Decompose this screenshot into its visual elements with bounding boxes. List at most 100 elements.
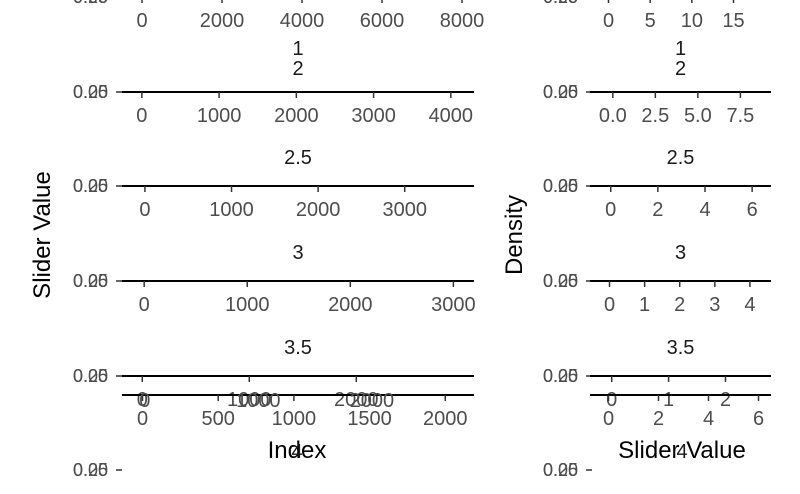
left-overlay-tick-label: 1000 [236,390,281,412]
left-x-tick-label: 6000 [360,10,405,32]
right-x-tick-label: 2 [652,199,663,221]
left-y-tick-label: 0.00 [73,271,108,291]
left-y-tick-label: 0.00 [73,460,108,480]
right-strip-label: 3 [675,242,686,264]
right-strip-label: 3.5 [667,337,695,359]
left-y-tick-label: 0.00 [73,366,108,386]
left-y-tick-label: 0.00 [73,82,108,102]
right-y-tick-label: 0.00 [543,176,578,196]
left-y-axis-title: Slider Value [29,171,56,299]
left-x-tick-label: 4000 [280,10,325,32]
left-x-tick-label: 0 [136,10,147,32]
left-strip-label: 3 [292,242,303,264]
right-x-tick-label: 0 [606,389,617,411]
left-x-tick-label: 3000 [382,199,427,221]
right-x-tick-label: 4 [703,408,714,430]
right-x-tick-label: 0 [605,199,616,221]
left-x-tick-label: 1500 [347,408,392,430]
right-x-tick-label: 6 [747,199,758,221]
right-panel-4: 3 0.000.25 0 1 2 3 4 [543,242,771,316]
right-x-tick-label: 7.5 [726,105,754,127]
left-panel-2: 12 0.000.25 0 1000 2000 3000 4000 [73,38,474,127]
left-x-tick-label: 0 [139,199,150,221]
right-x-tick-label: 1 [639,294,650,316]
right-y-tick-label: 0.25 [543,176,578,196]
left-x-tick-label: 1000 [225,294,270,316]
right-y-tick-label: 0.00 [543,0,578,7]
right-x-tick-label: 2 [674,294,685,316]
left-x-tick-label: 4000 [429,105,474,127]
right-x-tick-label: 3 [709,294,720,316]
left-x-tick-label: 500 [202,408,235,430]
right-panel-1: 0.000.25 0 5 10 15 [543,0,745,32]
left-strip-label: 2 [292,58,303,80]
left-x-tick-label: 3000 [351,105,396,127]
left-overlay-tick-label: 2000 [350,390,395,412]
right-panel-2: 12 0.000.25 0.0 2.5 5.0 7.5 [543,38,771,127]
left-panel-3: 2.5 0.000.25 0 1000 2000 3000 [73,147,474,221]
right-x-tick-label: 6 [753,408,764,430]
right-y-tick-label: 0.25 [543,271,578,291]
right-x-tick-label: 2 [720,389,731,411]
right-y-tick-label: 0.25 [543,460,578,480]
right-bottom-strip-label: 4 [676,441,687,463]
panel-group: 0.000.2502000400060008000120.000.2501000… [73,0,771,480]
right-x-tick-label: 10 [681,10,703,32]
right-x-tick-label: 1 [663,389,674,411]
left-x-tick-label: 2000 [328,294,373,316]
right-x-tick-label: 0.0 [599,105,627,127]
right-strip-label: 2 [675,58,686,80]
left-x-tick-label: 1000 [209,199,254,221]
left-x-tick-label: 2000 [296,199,341,221]
left-strip-label: 3.5 [284,337,312,359]
right-y-tick-label: 0.25 [543,0,578,7]
right-strip-label: 2.5 [667,147,695,169]
left-x-tick-label: 0 [136,105,147,127]
left-x-tick-label: 2000 [423,408,468,430]
left-y-tick-label: 0.25 [73,0,108,7]
right-x-tick-label: 0 [603,10,614,32]
right-x-tick-label: 5.0 [684,105,712,127]
right-x-tick-label: 2 [653,408,664,430]
left-strip-label: 2.5 [284,147,312,169]
right-x-tick-label: 4 [699,199,710,221]
left-panel-1: 0.000.25 0 2000 4000 6000 8000 [73,0,484,32]
right-x-tick-label: 4 [744,294,755,316]
right-panel-6: 0 2 4 6 [590,394,771,430]
left-y-tick-label: 0.25 [73,82,108,102]
right-y-tick-label: 0.00 [543,271,578,291]
left-x-tick-label: 0 [137,408,148,430]
left-x-tick-label: 2000 [200,10,245,32]
right-x-tick-label: 0 [603,408,614,430]
right-y-tick-label: 0.25 [543,82,578,102]
left-y-tick-label: 0.25 [73,271,108,291]
left-x-axis-title: Index [268,437,327,464]
left-x-tick-label: 1000 [272,408,317,430]
left-y-tick-label: 0.00 [73,0,108,7]
right-x-tick-label: 0 [604,294,615,316]
right-x-axis-title: Slider Value [618,437,746,464]
right-panel-3: 2.5 0.000.25 0 2 4 6 [543,147,771,221]
right-strip-label: 1 [675,38,686,60]
left-strip-label: 1 [292,38,303,60]
left-panel-4: 3 0.000.25 0 1000 2000 3000 [73,242,476,316]
left-x-tick-label: 0 [139,294,150,316]
right-y-axis-title: Density [501,195,528,275]
left-y-tick-label: 0.25 [73,460,108,480]
right-y-tick-label: 0.25 [543,366,578,386]
left-y-tick-label: 0.25 [73,176,108,196]
right-x-tick-label: 5 [645,10,656,32]
left-y-tick-label: 0.00 [73,176,108,196]
left-y-tick-label: 0.25 [73,366,108,386]
right-y-tick-label: 0.00 [543,82,578,102]
left-x-tick-label: 2000 [274,105,319,127]
left-x-tick-label: 3000 [431,294,476,316]
left-bottom-strip-label: 4 [291,441,302,463]
left-overlay-tick-label: 0 [139,390,150,412]
right-x-tick-label: 2.5 [641,105,669,127]
right-y-tick-label: 0.00 [543,366,578,386]
left-x-tick-label: 8000 [440,10,485,32]
right-y-tick-label: 0.00 [543,460,578,480]
